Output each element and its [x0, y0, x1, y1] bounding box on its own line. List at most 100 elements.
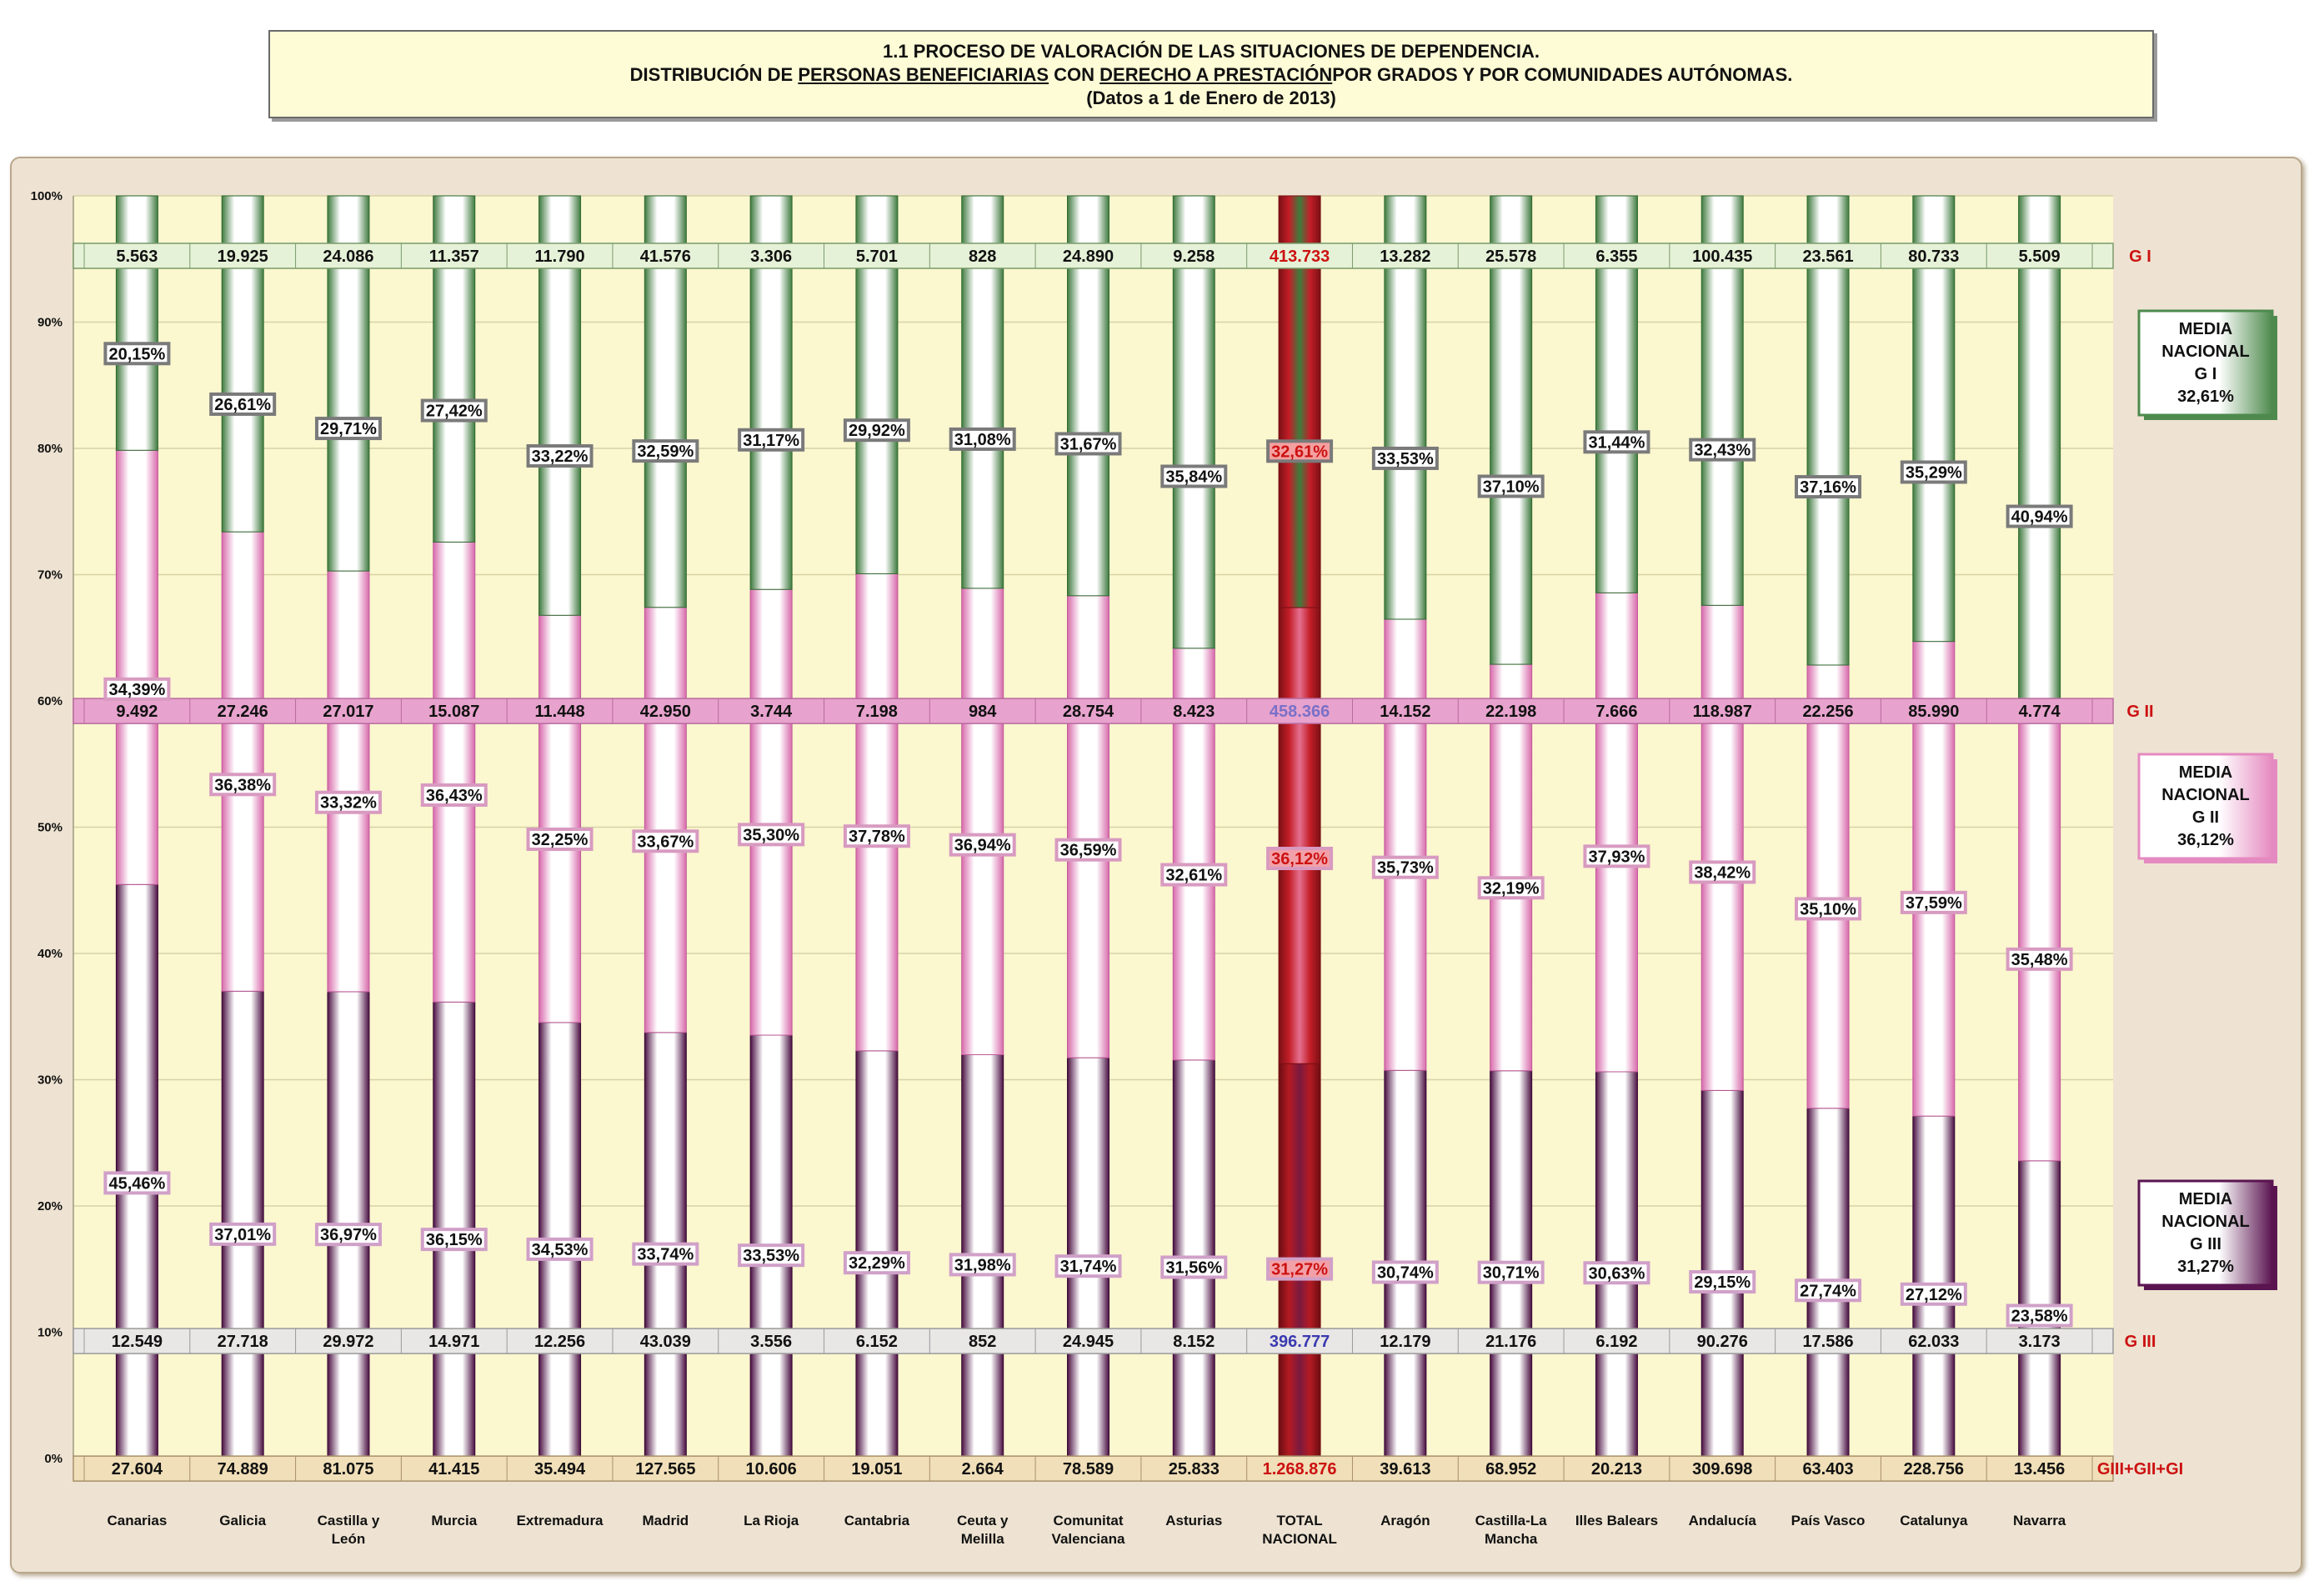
count-g2: 27.246 [218, 703, 268, 721]
pct-label-g2: 36,38% [214, 776, 271, 794]
x-category-label: Illes Balears [1575, 1513, 1658, 1528]
pct-label-g3-box [209, 1222, 277, 1246]
pct-label-g3: 29,15% [1694, 1273, 1751, 1292]
pct-label-g2: 36,94% [954, 837, 1011, 855]
pct-label-g1-box [2006, 504, 2073, 528]
x-category-label: Galicia [219, 1513, 266, 1528]
pct-label-g2-box [1371, 855, 1439, 879]
pct-label-g2: 35,48% [2011, 951, 2068, 969]
pct-label-g1: 26,61% [214, 396, 271, 414]
count-g1: 6.355 [1595, 248, 1637, 266]
pct-label-g1: 35,29% [1906, 463, 1962, 482]
bar-g1 [1806, 195, 1850, 666]
count-total: 41.415 [428, 1460, 479, 1478]
count-total: 13.456 [2014, 1460, 2065, 1478]
x-category-label: Catalunya [1900, 1513, 1968, 1528]
pct-label-g2: 32,61% [1165, 867, 1222, 885]
pct-label-g1-box [1477, 474, 1545, 498]
pct-label-g3-box [1689, 1270, 1756, 1294]
legend-text: NACIONAL [2161, 786, 2250, 804]
count-g3: 62.033 [1908, 1333, 1959, 1351]
count-total: 78.589 [1063, 1460, 1114, 1478]
pct-label-g3: 27,12% [1906, 1286, 1962, 1304]
x-category-label: País Vasco [1791, 1513, 1866, 1528]
pct-label-g3: 31,74% [1060, 1258, 1117, 1276]
pct-label-g2-box [1583, 844, 1650, 868]
x-category-label: Castilla-La [1475, 1513, 1548, 1528]
y-tick-label: 60% [38, 694, 63, 708]
pct-label-g1-box [1266, 439, 1334, 463]
legend-text: 36,12% [2177, 831, 2234, 849]
pct-label-g3-box [1160, 1255, 1228, 1279]
pct-label-g1-box [314, 417, 382, 441]
pct-label-g2: 36,59% [1060, 842, 1117, 860]
count-total: 63.403 [1802, 1460, 1853, 1478]
count-total: 27.604 [112, 1460, 163, 1478]
pct-label-g2-box [1054, 838, 1122, 862]
band-g2 [73, 698, 2114, 724]
x-category-label: Melilla [961, 1531, 1005, 1547]
band-label-g3: G III [2125, 1333, 2156, 1351]
pct-label-g2-box [738, 823, 805, 847]
pct-label-g2: 37,78% [849, 828, 905, 846]
y-tick-label: 40% [38, 947, 63, 961]
count-g1: 5.701 [856, 248, 898, 266]
pct-label-g3-box [1054, 1254, 1122, 1278]
bar-g2 [855, 573, 899, 1052]
bar-g1 [1172, 195, 1215, 649]
count-total: 74.889 [218, 1460, 268, 1478]
x-category-label: Asturias [1165, 1513, 1222, 1528]
bar-g1 [2018, 195, 2061, 713]
legend-box [2137, 753, 2274, 860]
x-category-label: Canarias [107, 1513, 167, 1528]
x-category-label: Mancha [1485, 1531, 1538, 1547]
pct-label-g2: 33,32% [320, 794, 377, 813]
count-g2: 85.990 [1908, 703, 1959, 721]
legend-text: G III [2190, 1235, 2221, 1253]
pct-label-g3: 30,63% [1589, 1264, 1645, 1283]
y-tick-label: 70% [38, 568, 63, 583]
count-total: 68.952 [1485, 1460, 1536, 1478]
count-g1: 41.576 [640, 248, 691, 266]
pct-label-g2-box [1900, 890, 1967, 914]
bar-g1 [1490, 195, 1533, 665]
count-g3: 27.718 [218, 1333, 268, 1351]
y-tick-label: 0% [44, 1452, 63, 1466]
pct-label-g2: 35,10% [1800, 900, 1856, 918]
pct-label-g3-box [738, 1243, 805, 1268]
pct-label-g2-box [103, 677, 171, 701]
count-g1: 100.435 [1692, 248, 1752, 266]
bar-g2 [961, 588, 1004, 1056]
count-total: 228.756 [1904, 1460, 1964, 1478]
pct-label-g2-box [526, 828, 594, 852]
count-g3: 21.176 [1485, 1333, 1536, 1351]
pct-label-g3: 33,74% [637, 1246, 694, 1264]
x-category-label: Madrid [642, 1513, 689, 1528]
pct-label-g2-box [1266, 847, 1334, 871]
bar-g2 [1700, 604, 1744, 1091]
legend-text: 32,61% [2177, 388, 2234, 406]
pct-label-g3-box [1900, 1282, 1967, 1306]
count-g3: 14.971 [428, 1333, 479, 1351]
count-g1: 5.563 [116, 248, 158, 266]
count-g2: 458.366 [1270, 703, 1330, 721]
count-g2: 7.666 [1595, 703, 1637, 721]
count-g2: 22.198 [1485, 703, 1536, 721]
pct-label-g2: 37,59% [1906, 894, 1962, 913]
band-totals [73, 1455, 2114, 1482]
x-category-label: Comunitat [1053, 1513, 1123, 1528]
bar-g2 [538, 614, 582, 1023]
count-g1: 828 [969, 248, 996, 266]
pct-label-g1: 33,22% [532, 448, 589, 466]
count-total: 20.213 [1591, 1460, 1642, 1478]
count-g1: 24.890 [1063, 248, 1114, 266]
legend-text: MEDIA [2179, 320, 2232, 338]
count-total: 35.494 [534, 1460, 586, 1478]
pct-label-g1-box [738, 428, 805, 452]
pct-label-g2-box [1689, 860, 1756, 884]
pct-label-g1-box [1795, 475, 1862, 499]
count-total: 10.606 [746, 1460, 797, 1478]
pct-label-g2-box [2006, 947, 2073, 971]
pct-label-g1-box [420, 398, 488, 423]
